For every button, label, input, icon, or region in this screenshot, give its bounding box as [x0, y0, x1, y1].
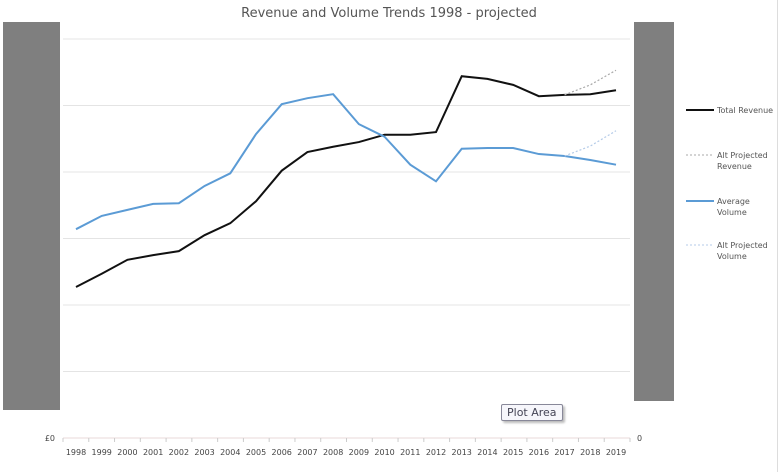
plot-area-tooltip: Plot Area — [501, 404, 563, 421]
x-tick-label: 2002 — [169, 448, 189, 457]
x-tick-label: 2016 — [529, 448, 549, 457]
x-tick-label: 2015 — [503, 448, 523, 457]
x-tick-label: 2011 — [400, 448, 420, 457]
x-tick-label: 2003 — [194, 448, 214, 457]
legend-label: Volume — [717, 208, 747, 217]
x-tick-label: 2008 — [323, 448, 343, 457]
legend-label: Total Revenue — [716, 106, 773, 115]
left-axis-selection-block — [3, 22, 60, 410]
x-tick-label: 2019 — [606, 448, 626, 457]
x-tick-label: 2014 — [477, 448, 497, 457]
right-axis-selection-block — [634, 22, 674, 401]
legend-label: Alt Projected — [717, 241, 768, 250]
legend-label: Volume — [717, 252, 747, 261]
x-tick-label: 2007 — [297, 448, 317, 457]
x-tick-label: 2000 — [117, 448, 137, 457]
x-tick-label: 1999 — [92, 448, 112, 457]
x-tick-label: 2012 — [426, 448, 446, 457]
y-right-tick-label: 0 — [637, 434, 642, 443]
x-tick-label: 2009 — [349, 448, 369, 457]
x-tick-label: 1998 — [66, 448, 86, 457]
x-tick-label: 2013 — [452, 448, 472, 457]
x-tick-label: 2018 — [580, 448, 600, 457]
series-line-average-volume — [75, 93, 617, 231]
legend-label: Alt Projected — [717, 151, 768, 160]
chart-title: Revenue and Volume Trends 1998 - project… — [241, 6, 537, 21]
series-line-alt-projected-volume — [564, 130, 617, 157]
x-tick-label: 2010 — [374, 448, 394, 457]
legend-label: Average — [717, 197, 750, 206]
series-line-total-revenue — [75, 75, 617, 288]
x-tick-label: 2005 — [246, 448, 266, 457]
x-tick-label: 2001 — [143, 448, 163, 457]
legend-label: Revenue — [717, 162, 752, 171]
series-line-alt-projected-revenue — [564, 69, 617, 96]
x-tick-label: 2017 — [554, 448, 574, 457]
y-left-tick-label: £0 — [45, 434, 55, 443]
x-tick-label: 2006 — [272, 448, 292, 457]
x-tick-label: 2004 — [220, 448, 240, 457]
